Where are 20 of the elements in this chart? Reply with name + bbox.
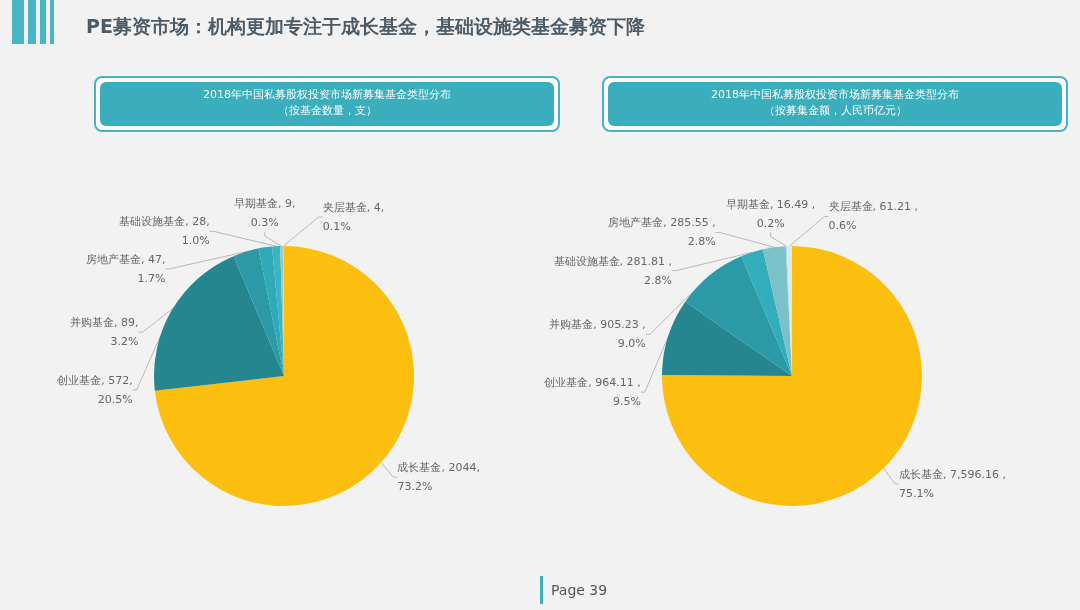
text: PE募资市场：机构更加专注于成长基金，基础设施类基金募资下降 xyxy=(86,15,645,37)
slice-label: 夹层基金, 61.21 , 0.6% xyxy=(828,200,919,233)
slice-label: 成长基金, 7,596.16 , 75.1% xyxy=(899,467,1007,500)
slice-label: 并购基金, 905.23 , 9.0% xyxy=(549,318,646,351)
slice-label: 夹层基金, 4, 0.1% xyxy=(322,201,385,233)
chart-title: 2018年中国私募股权投资市场新募集基金类型分布 xyxy=(710,87,960,103)
slice-label: 基础设施基金, 281.81 , 2.8% xyxy=(553,254,673,287)
slice-label: 并购基金, 89, 3.2% xyxy=(69,316,139,349)
chart-subtitle: （按募集金额，人民币亿元） xyxy=(762,103,908,119)
chart-subtitle: （按基金数量，支） xyxy=(276,103,378,119)
text: Page 39 xyxy=(551,582,608,598)
chart-title: 2018年中国私募股权投资市场新募集基金类型分布 xyxy=(202,87,452,103)
slice-label: 房地产基金, 285.55 , 2.8% xyxy=(608,216,716,249)
slice-label: 基础设施基金, 28, 1.0% xyxy=(119,215,210,248)
slice-label: 成长基金, 2044, 73.2% xyxy=(397,461,480,494)
slice-label: 早期基金, 16.49 , 0.2% xyxy=(725,197,816,230)
slice-label: 创业基金, 964.11 , 9.5% xyxy=(544,376,641,409)
slice-label: 创业基金, 572, 20.5% xyxy=(57,373,133,406)
slice-label: 早期基金, 9, 0.3% xyxy=(234,197,296,230)
slice-label: 房地产基金, 47, 1.7% xyxy=(85,252,166,285)
